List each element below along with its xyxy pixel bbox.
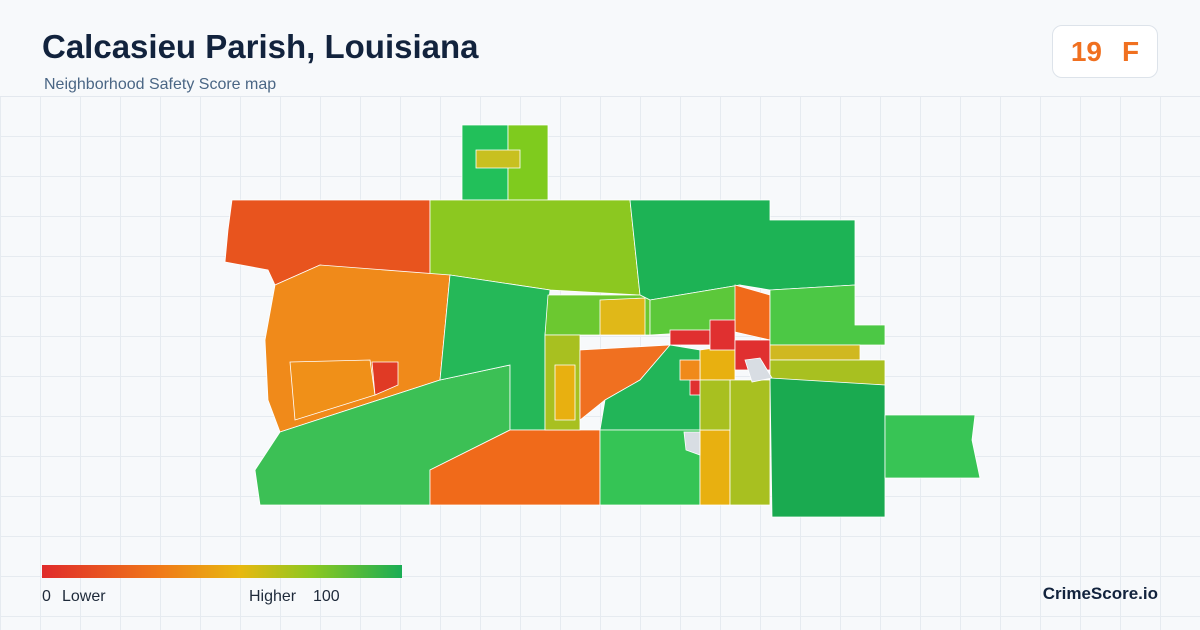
legend-gradient [42,565,402,578]
region [769,377,886,518]
region [629,199,856,301]
region [669,329,711,346]
region [709,319,736,351]
region [769,284,886,346]
region [679,359,701,381]
title: Calcasieu Parish, Louisiana [42,28,479,65]
header: Calcasieu Parish, Louisiana Neighborhood… [0,0,1200,97]
legend-min: 0 [42,588,51,605]
brand: CrimeScore.io [1042,584,1158,603]
region [599,297,646,336]
legend-max-label: Higher [249,588,297,605]
region [475,149,521,169]
score-badge: 19 F [1052,25,1158,78]
region [769,344,861,361]
region [699,379,731,431]
region [884,414,981,479]
legend-min-label: Lower [62,588,106,605]
region [744,357,773,383]
region [554,364,576,421]
region [734,284,771,341]
subtitle: Neighborhood Safety Score map [44,76,277,93]
region [729,379,771,506]
score-value: 19 [1070,35,1103,67]
legend-max: 100 [313,588,340,605]
score-grade: F [1122,35,1140,67]
region [683,431,701,456]
region [429,429,601,506]
region [371,361,399,396]
region [699,429,731,506]
